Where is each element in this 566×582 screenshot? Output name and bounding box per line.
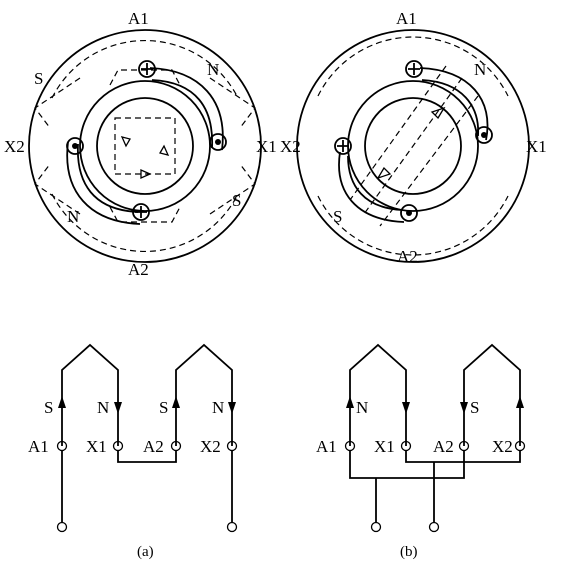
flux-diagonal — [379, 95, 479, 227]
label-A1: A1 — [396, 9, 417, 28]
flux-path-top — [51, 39, 239, 99]
terminal-label-A2: A2 — [433, 437, 454, 456]
caption-a: (a) — [137, 544, 154, 560]
flux-arrow — [120, 136, 131, 148]
flux-path-top — [317, 36, 509, 97]
rotor-flux-loop — [114, 117, 176, 175]
coil-winding — [463, 343, 521, 446]
circuit-diagram-a: S N S N A1 X1 A2 X2 (a) — [28, 343, 238, 560]
pole-S: S — [34, 69, 43, 88]
arrow-label-S: S — [159, 398, 168, 417]
flux-diagonal — [349, 65, 447, 201]
flux-path-bottom — [51, 193, 239, 253]
terminal-label-X1: X1 — [374, 437, 395, 456]
conductor-dot — [209, 133, 227, 151]
arrow-label-N: N — [212, 398, 224, 417]
conductor-plus — [405, 60, 423, 78]
supply-terminal — [370, 521, 382, 533]
terminal-label-A1: A1 — [28, 437, 49, 456]
rotor-circle — [96, 97, 194, 195]
coil-arc — [149, 67, 224, 151]
current-arrow-up — [516, 396, 524, 408]
terminal-label-X1: X1 — [86, 437, 107, 456]
conductor-plus — [138, 60, 156, 78]
pole-outline — [34, 77, 256, 215]
current-arrow-up — [346, 396, 354, 408]
pole-N: N — [207, 60, 219, 79]
current-arrow-down — [114, 402, 122, 414]
label-A1: A1 — [128, 9, 149, 28]
caption-b: (b) — [400, 544, 418, 560]
current-arrow-down — [402, 402, 410, 414]
arrow-label-N: N — [356, 398, 368, 417]
coil-winding — [61, 343, 119, 446]
label-X1: X1 — [256, 137, 277, 156]
series-connection-wire — [117, 450, 177, 463]
terminal-label-X2: X2 — [492, 437, 513, 456]
pole-S: S — [333, 207, 342, 226]
supply-terminal — [428, 521, 440, 533]
coil-arc — [347, 155, 403, 211]
terminal-label-X2: X2 — [200, 437, 221, 456]
machine-diagram-left: A1 A2 X2 X1 S N N S — [4, 9, 277, 279]
current-arrow-up — [58, 396, 66, 408]
arrow-label-S: S — [44, 398, 53, 417]
label-X2: X2 — [280, 137, 301, 156]
coil-arc — [77, 143, 139, 213]
current-arrow-down — [228, 402, 236, 414]
pole-N: N — [474, 60, 486, 79]
arrow-label-S: S — [470, 398, 479, 417]
coil-arc — [151, 79, 213, 149]
outer-stator-ring — [296, 29, 530, 263]
supply-terminal — [56, 521, 68, 533]
label-A2: A2 — [397, 247, 418, 266]
arrow-label-N: N — [97, 398, 109, 417]
label-A2: A2 — [128, 260, 149, 279]
machine-diagram-right: A1 A2 X2 X1 N S — [280, 9, 547, 266]
conductor-plus — [132, 203, 150, 221]
conductor-dot — [66, 137, 84, 155]
coil-winding — [175, 343, 233, 446]
conductor-plus — [334, 137, 352, 155]
rotor-circle — [364, 97, 462, 195]
flux-arrow — [159, 144, 170, 156]
terminal-label-A1: A1 — [316, 437, 337, 456]
outer-stator-ring — [28, 29, 262, 263]
parallel-bus-upper — [405, 450, 521, 463]
flux-arrow — [140, 168, 152, 180]
flux-diagonal — [363, 77, 463, 215]
flux-path-bottom — [317, 195, 509, 256]
coil-winding — [349, 343, 407, 446]
conductor-dot — [400, 204, 418, 222]
coil-arc — [338, 151, 405, 223]
label-X2: X2 — [4, 137, 25, 156]
label-X1: X1 — [526, 137, 547, 156]
current-arrow-up — [172, 396, 180, 408]
supply-terminal — [226, 521, 238, 533]
flux-arrow — [376, 166, 392, 180]
pole-S: S — [232, 191, 241, 210]
conductor-dot — [475, 126, 493, 144]
pole-outline-2 — [109, 69, 181, 223]
coil-arc — [421, 79, 479, 137]
middle-ring — [79, 80, 211, 212]
current-arrow-down — [460, 402, 468, 414]
parallel-bus-lower — [349, 450, 465, 479]
pole-N: N — [67, 207, 79, 226]
coil-arc — [66, 141, 141, 225]
flux-arrow — [430, 106, 446, 120]
terminal-label-A2: A2 — [143, 437, 164, 456]
circuit-diagram-b: N S A1 X1 A2 X2 (b) — [316, 343, 526, 560]
